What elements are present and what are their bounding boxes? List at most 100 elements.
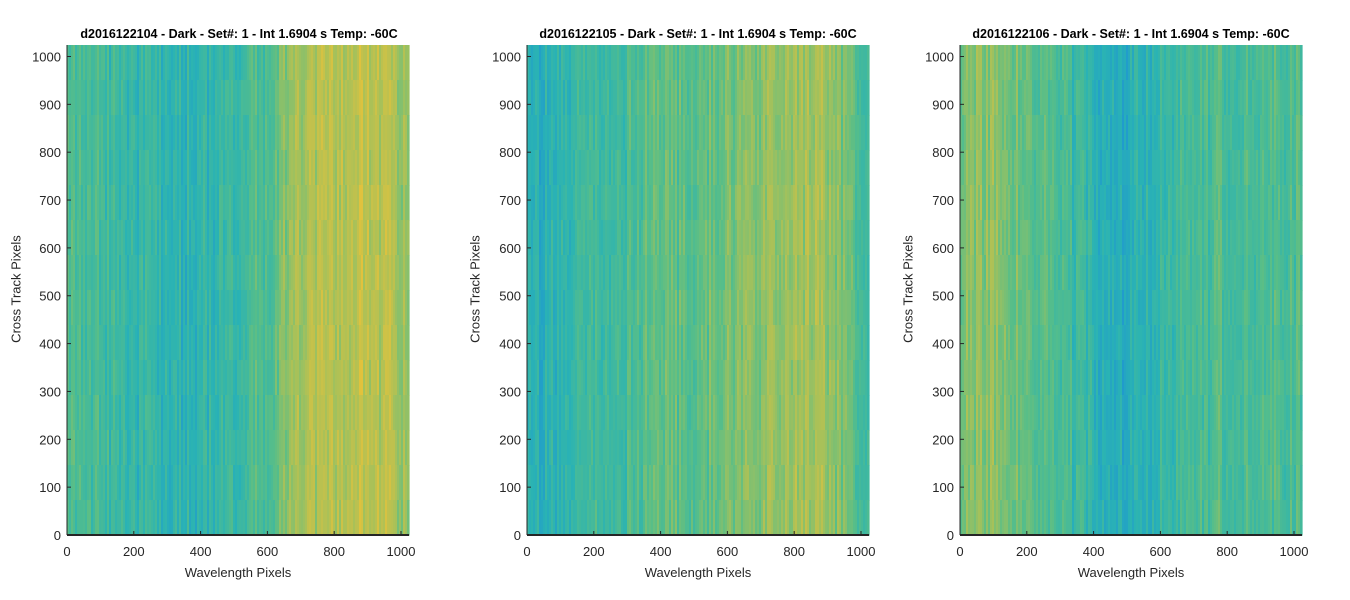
heatmap-cell bbox=[827, 465, 830, 501]
heatmap-cell bbox=[733, 430, 736, 466]
heatmap-cell bbox=[675, 115, 678, 151]
heatmap-cell bbox=[695, 80, 698, 116]
plot-1-title: d2016122104 - Dark - Set#: 1 - Int 1.690… bbox=[80, 27, 398, 41]
heatmap-cell bbox=[761, 290, 764, 326]
heatmap-cell bbox=[269, 465, 272, 501]
heatmap-cell bbox=[321, 500, 324, 536]
heatmap-cell bbox=[687, 430, 690, 466]
heatmap-cell bbox=[377, 430, 380, 466]
heatmap-cell bbox=[145, 395, 148, 431]
heatmap-cell bbox=[397, 150, 400, 186]
heatmap-cell bbox=[247, 255, 250, 291]
heatmap-cell bbox=[125, 80, 128, 116]
heatmap-cell bbox=[551, 45, 554, 81]
heatmap-cell bbox=[743, 185, 746, 221]
heatmap-cell bbox=[313, 500, 316, 536]
heatmap-cell bbox=[643, 430, 646, 466]
heatmap-cell bbox=[259, 150, 262, 186]
heatmap-cell bbox=[219, 185, 222, 221]
heatmap-cell bbox=[627, 220, 630, 256]
heatmap-cell bbox=[283, 220, 286, 256]
heatmap-cell bbox=[217, 150, 220, 186]
x-tick-label: 1000 bbox=[847, 544, 876, 559]
heatmap-cell bbox=[777, 395, 780, 431]
heatmap-cell bbox=[651, 80, 654, 116]
heatmap-cell bbox=[367, 185, 370, 221]
heatmap-cell bbox=[641, 395, 644, 431]
heatmap-cell bbox=[769, 325, 772, 361]
heatmap-cell bbox=[129, 115, 132, 151]
heatmap-cell bbox=[337, 255, 340, 291]
heatmap-cell bbox=[633, 430, 636, 466]
heatmap-cell bbox=[535, 500, 538, 536]
heatmap-cell bbox=[673, 325, 676, 361]
heatmap-cell bbox=[225, 500, 228, 536]
heatmap-cell bbox=[241, 465, 244, 501]
heatmap-cell bbox=[771, 150, 774, 186]
heatmap-cell bbox=[825, 430, 828, 466]
heatmap-cell bbox=[831, 115, 834, 151]
heatmap-cell bbox=[557, 80, 560, 116]
heatmap-cell bbox=[699, 115, 702, 151]
heatmap-cell bbox=[579, 185, 582, 221]
heatmap-cell bbox=[585, 150, 588, 186]
heatmap-cell bbox=[93, 80, 96, 116]
heatmap-cell bbox=[865, 45, 868, 81]
heatmap-cell bbox=[545, 150, 548, 186]
heatmap-cell bbox=[701, 360, 704, 396]
heatmap-cell bbox=[115, 150, 118, 186]
heatmap-cell bbox=[553, 80, 556, 116]
heatmap-cell bbox=[663, 430, 666, 466]
heatmap-cell bbox=[385, 150, 388, 186]
heatmap-cell bbox=[229, 45, 232, 81]
heatmap-cell bbox=[691, 325, 694, 361]
heatmap-cell bbox=[165, 465, 168, 501]
heatmap-cell bbox=[217, 360, 220, 396]
heatmap-cell bbox=[205, 325, 208, 361]
heatmap-cell bbox=[201, 500, 204, 536]
heatmap-cell bbox=[87, 360, 90, 396]
heatmap-cell bbox=[393, 220, 396, 256]
heatmap-cell bbox=[815, 80, 818, 116]
heatmap-cell bbox=[355, 220, 358, 256]
heatmap-cell bbox=[377, 395, 380, 431]
heatmap-cell bbox=[271, 465, 274, 501]
heatmap-cell bbox=[283, 45, 286, 81]
heatmap-cell bbox=[575, 185, 578, 221]
heatmap-cell bbox=[529, 325, 532, 361]
heatmap-cell bbox=[966, 220, 969, 256]
heatmap-cell bbox=[331, 325, 334, 361]
heatmap-cell bbox=[681, 325, 684, 361]
heatmap-cell bbox=[671, 150, 674, 186]
heatmap-cell bbox=[175, 255, 178, 291]
heatmap-cell bbox=[809, 115, 812, 151]
heatmap-cell bbox=[685, 290, 688, 326]
heatmap-cell bbox=[183, 430, 186, 466]
heatmap-cell bbox=[169, 430, 172, 466]
heatmap-cell bbox=[71, 115, 74, 151]
heatmap-cell bbox=[545, 500, 548, 536]
heatmap-cell bbox=[397, 80, 400, 116]
heatmap-cell bbox=[765, 220, 768, 256]
heatmap-cell bbox=[843, 45, 846, 81]
heatmap-cell bbox=[277, 430, 280, 466]
heatmap-cell bbox=[383, 80, 386, 116]
heatmap-cell bbox=[143, 150, 146, 186]
heatmap-cell bbox=[201, 325, 204, 361]
heatmap-cell bbox=[403, 465, 406, 501]
heatmap-cell bbox=[133, 500, 136, 536]
heatmap-cell bbox=[155, 325, 158, 361]
heatmap-cell bbox=[757, 150, 760, 186]
heatmap-cell bbox=[403, 255, 406, 291]
heatmap-cell bbox=[775, 500, 778, 536]
heatmap-cell bbox=[701, 255, 704, 291]
heatmap-cell bbox=[529, 115, 532, 151]
heatmap-cell bbox=[529, 150, 532, 186]
heatmap-cell bbox=[73, 500, 76, 536]
heatmap-cell bbox=[321, 430, 324, 466]
heatmap-cell bbox=[735, 465, 738, 501]
heatmap-cell bbox=[247, 500, 250, 536]
heatmap-cell bbox=[211, 360, 214, 396]
heatmap-cell bbox=[631, 80, 634, 116]
heatmap-cell bbox=[715, 430, 718, 466]
